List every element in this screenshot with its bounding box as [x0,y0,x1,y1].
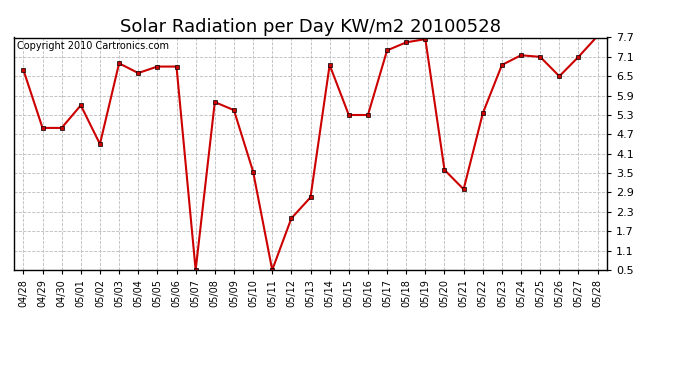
Text: Copyright 2010 Cartronics.com: Copyright 2010 Cartronics.com [17,41,169,51]
Title: Solar Radiation per Day KW/m2 20100528: Solar Radiation per Day KW/m2 20100528 [120,18,501,36]
